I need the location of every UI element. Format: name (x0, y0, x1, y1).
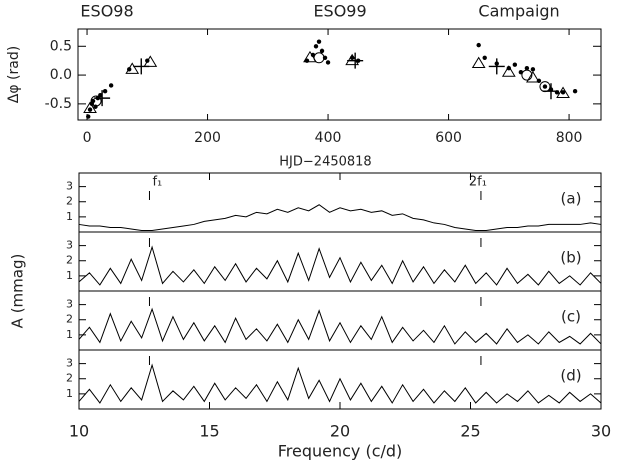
x-axis-label: Frequency (c/d) (278, 442, 403, 461)
point (108, 83, 114, 88)
point (347, 52, 364, 69)
point (524, 65, 530, 71)
y-tick-label: 0.5 (50, 38, 72, 54)
point (125, 62, 140, 74)
y-tick-label: 2 (66, 313, 73, 326)
y-tick-label: 2 (66, 195, 73, 208)
x-tick-label: 800 (556, 130, 583, 146)
frequency-label: f₁ (152, 175, 162, 190)
point (542, 84, 548, 89)
point (90, 95, 102, 107)
point (86, 114, 91, 119)
y-tick-label: 2 (66, 254, 73, 267)
point (90, 98, 96, 104)
frequency-label: 2f₁ (469, 175, 487, 190)
point (530, 67, 536, 72)
y-tick-label: 1 (66, 387, 73, 400)
point (143, 55, 158, 67)
x-tick-label: 30 (591, 422, 611, 441)
point (133, 58, 150, 75)
point (313, 52, 325, 64)
period-label: ESO99 (313, 2, 366, 21)
point (526, 70, 540, 83)
x-tick-label: 10 (69, 422, 89, 441)
panel-label: (a) (561, 190, 582, 208)
point (303, 50, 317, 63)
y-tick-label: 3 (66, 180, 73, 193)
y-tick-label: -0.5 (45, 96, 72, 112)
y-tick-label: 1 (66, 210, 73, 223)
point (476, 42, 481, 48)
panel-label: (b) (560, 249, 581, 267)
point (501, 65, 516, 77)
point (488, 58, 505, 75)
period-label: ESO98 (80, 2, 133, 21)
point (471, 56, 486, 69)
point (512, 62, 518, 67)
y-tick-label: 3 (66, 298, 73, 311)
y-tick-label: 1 (66, 269, 73, 282)
spectrum-line (78, 307, 602, 345)
x-tick-label: 20 (330, 422, 350, 441)
point (325, 60, 331, 65)
panel-label: (d) (560, 367, 581, 385)
y-tick-label: 1 (66, 328, 73, 341)
point (521, 69, 533, 81)
point (316, 39, 322, 44)
point (572, 89, 578, 94)
y-tick-label: 0.0 (50, 67, 72, 83)
y-tick-label: 2 (66, 372, 73, 385)
point (556, 86, 570, 99)
x-tick-label: 200 (194, 130, 221, 146)
period-label: Campaign (478, 2, 559, 21)
x-tick-label: 25 (460, 422, 480, 441)
point (482, 55, 487, 60)
point (319, 48, 325, 54)
spectrum-line (78, 204, 602, 231)
x-tick-label: 400 (315, 130, 342, 146)
point (94, 90, 111, 107)
point (98, 93, 103, 98)
panel-label: (c) (561, 308, 581, 326)
y-axis-label: A (mmag) (9, 254, 27, 329)
x-tick-label: 0 (83, 130, 92, 146)
point (102, 89, 108, 94)
point (313, 44, 319, 49)
y-tick-label: 3 (66, 239, 73, 252)
point (87, 107, 93, 112)
y-axis-label: Δφ (rad) (6, 46, 22, 103)
point (542, 83, 559, 100)
point (83, 101, 97, 113)
x-axis-label: HJD−2450818 (279, 155, 371, 170)
top-frame (77, 28, 602, 121)
x-tick-label: 15 (199, 422, 219, 441)
spectrum-line (78, 363, 602, 404)
y-tick-label: 3 (66, 357, 73, 370)
spectrum-line (78, 245, 602, 286)
point (560, 90, 566, 95)
x-tick-label: 600 (435, 130, 462, 146)
